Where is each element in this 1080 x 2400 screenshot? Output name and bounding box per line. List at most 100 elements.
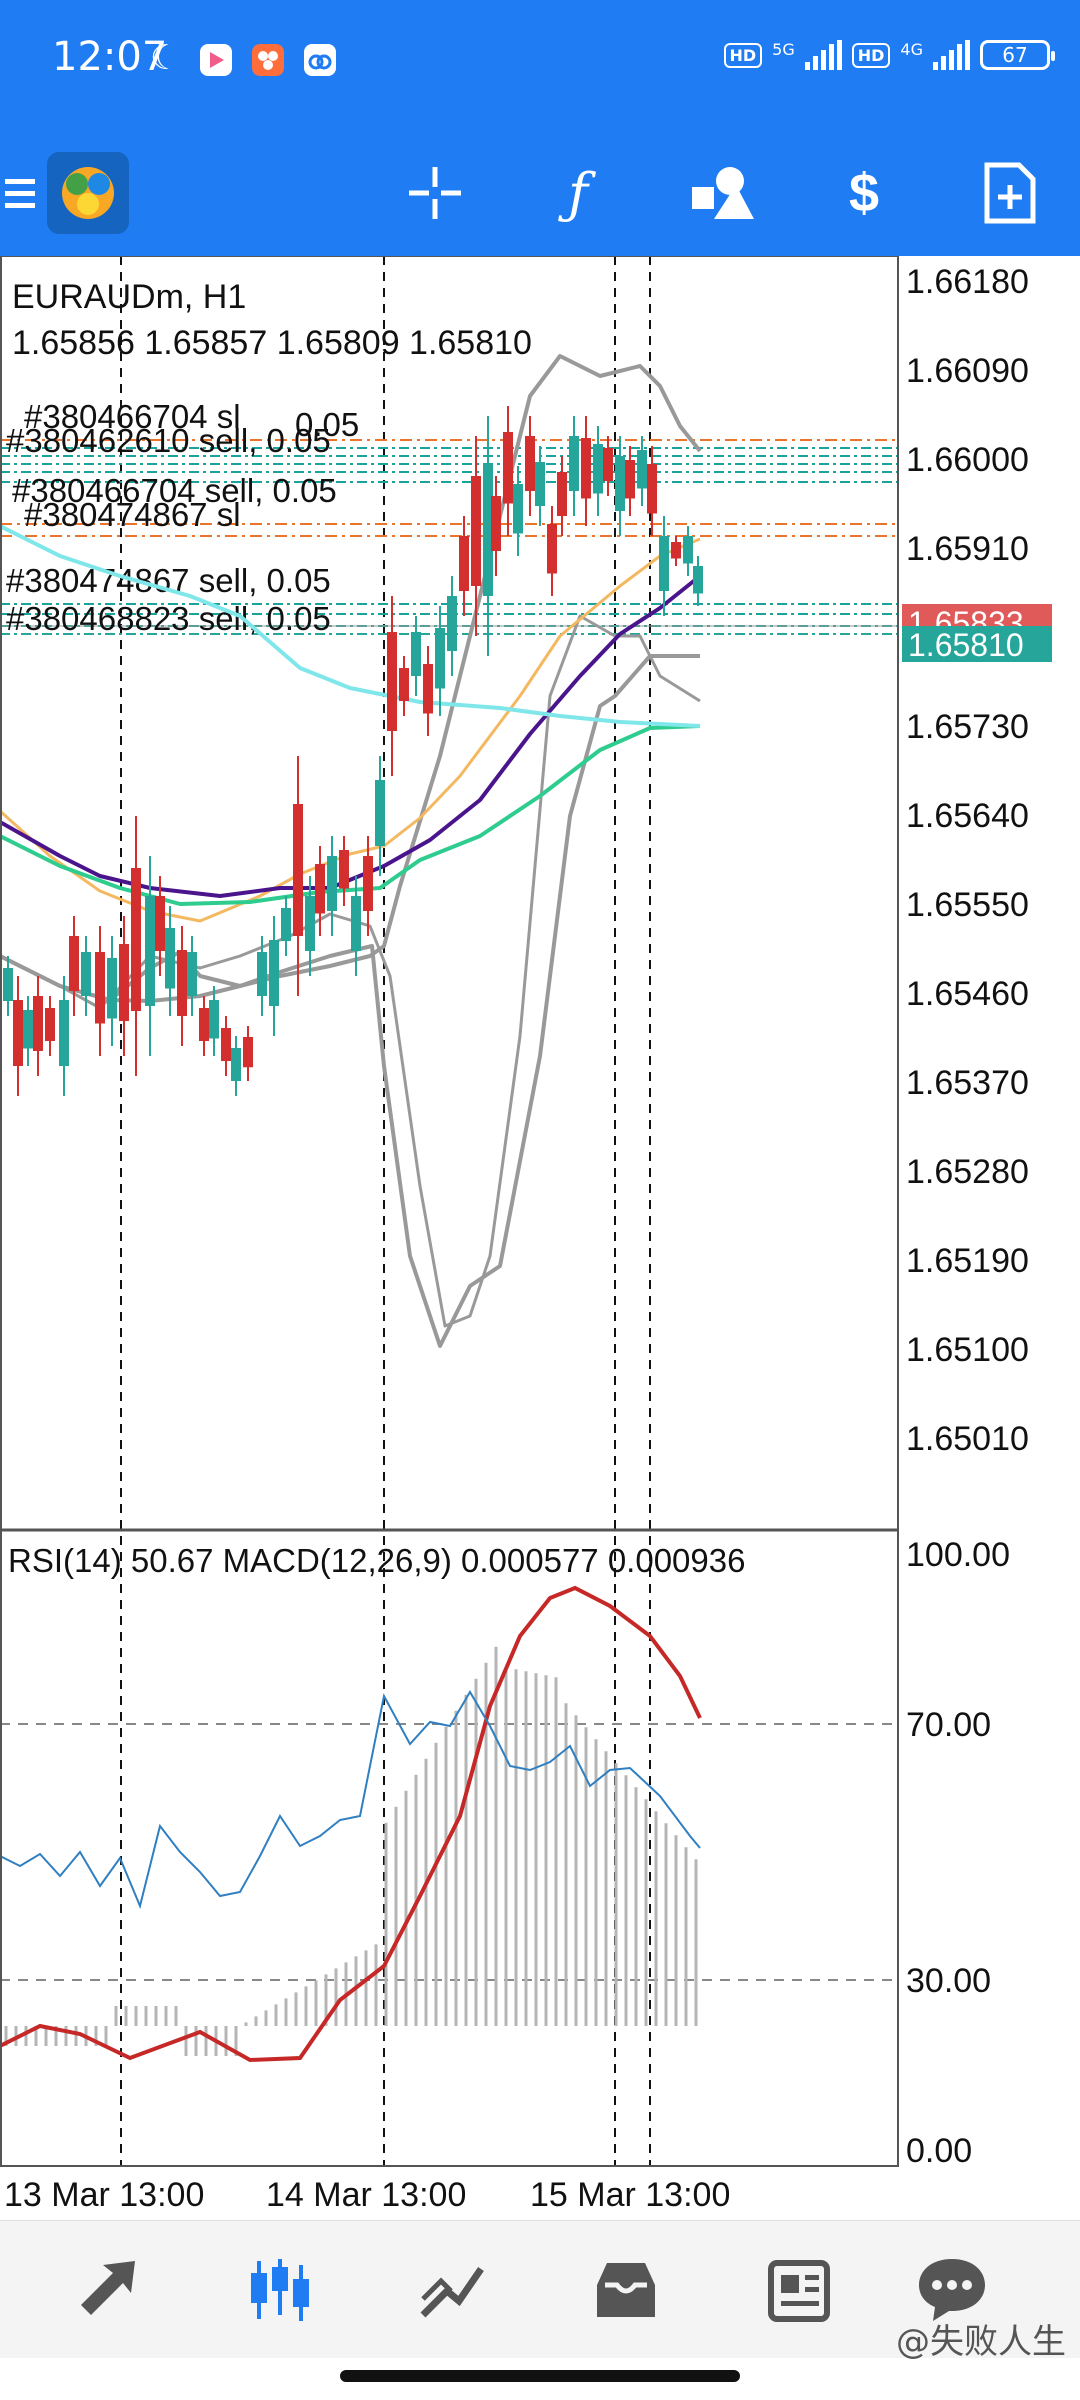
candle-body	[351, 896, 361, 951]
candle-body	[119, 944, 129, 1021]
status-bar: 12:07 ☾ HD 5G HD 4G 67	[0, 0, 1080, 130]
trade-icon[interactable]: $	[848, 163, 880, 223]
candle-body	[411, 632, 421, 676]
candle-body	[503, 432, 513, 504]
candle-body	[581, 438, 591, 499]
signal-icon-2	[933, 40, 970, 70]
chart-toolbar: ƒ $	[0, 130, 1080, 256]
chart-area[interactable]: #380466704 sl 0.05 #380462610 sell, 0.05 #3…	[0, 256, 1080, 2220]
price-chart[interactable]: #380466704 sl 0.05#380462610 sell, 0.05 #3…	[0, 256, 1080, 2220]
candle-body	[547, 524, 557, 574]
order-label: 0.05	[295, 406, 359, 443]
news-icon[interactable]	[738, 2221, 858, 2359]
price-label: 1.65370	[906, 1064, 1029, 1102]
candle-body	[525, 436, 535, 491]
candle-body	[647, 464, 657, 514]
candle-body	[399, 668, 409, 701]
function-icon[interactable]: ƒ	[568, 161, 588, 225]
last-badge-label: 1.65810	[908, 627, 1024, 663]
candle-body	[363, 856, 373, 911]
candle-body	[557, 472, 567, 516]
candle-body	[491, 496, 501, 551]
candle-body	[593, 444, 603, 494]
indicator-title: RSI(14) 50.67 MACD(12,26,9) 0.000577 0.0…	[8, 1542, 745, 1579]
order-label: #380466704 sell, 0.05	[12, 472, 337, 509]
trade-nav-icon[interactable]	[392, 2221, 512, 2359]
price-label: 1.65460	[906, 975, 1029, 1013]
chart-icon[interactable]	[220, 2221, 340, 2359]
hd-badge: HD	[723, 42, 763, 68]
app-logo[interactable]	[46, 130, 130, 256]
ma-cyan	[0, 524, 701, 728]
candle-body	[13, 1000, 23, 1066]
price-label: 1.65730	[906, 708, 1029, 746]
candle-body	[305, 896, 315, 951]
price-label: 1.65280	[906, 1153, 1029, 1191]
price-label: 1.65010	[906, 1420, 1029, 1458]
objects-icon[interactable]	[680, 130, 764, 256]
candle-body	[447, 596, 457, 651]
status-time: 12:07	[52, 34, 168, 80]
moon-icon: ☾	[150, 39, 181, 77]
candle-body	[107, 958, 117, 1019]
menu-icon[interactable]	[0, 130, 40, 256]
macd-signal-line	[0, 1585, 702, 2063]
price-label: 1.66180	[906, 263, 1029, 301]
ma-green	[0, 724, 701, 906]
ohlc-values: 1.65856 1.65857 1.65809 1.65810	[12, 324, 532, 362]
signal-icon	[804, 40, 842, 70]
time-label: 13 Mar 13:00	[4, 2176, 204, 2214]
price-label: 1.66090	[906, 352, 1029, 390]
candle-body	[231, 1048, 241, 1081]
candle-body	[269, 940, 279, 1006]
order-label: #380474867 sl	[24, 496, 241, 533]
order-label: #380474867 sell, 0.05	[6, 562, 331, 599]
new-order-icon[interactable]	[968, 130, 1052, 256]
price-label: 1.65640	[906, 797, 1029, 835]
bollinger-upper	[0, 354, 702, 1003]
candle-body	[603, 448, 613, 481]
candle-body	[131, 868, 141, 1011]
candle-body	[637, 450, 647, 489]
home-indicator[interactable]	[340, 2370, 740, 2382]
order-label: #380462610 sell, 0.05	[6, 422, 331, 459]
candle-body	[569, 436, 579, 491]
candle-body	[423, 664, 433, 714]
candle-body	[435, 628, 445, 689]
messages-icon[interactable]	[892, 2221, 1012, 2359]
video-app-icon	[200, 44, 232, 76]
candle-body	[221, 1028, 231, 1061]
candle-body	[625, 460, 635, 499]
candle-body	[471, 476, 481, 586]
candle-body	[243, 1037, 253, 1068]
candle-body	[615, 456, 625, 511]
symbol-timeframe: EURAUDm, H1	[12, 278, 246, 316]
order-label: #380468823 sell, 0.05	[6, 600, 331, 637]
candle-body	[95, 952, 105, 1024]
price-label: 1.65190	[906, 1242, 1029, 1280]
candle-body	[59, 1000, 69, 1066]
candle-body	[155, 896, 165, 951]
price-label: 1.65550	[906, 886, 1029, 924]
candle-body	[187, 952, 197, 996]
candle-body	[23, 1010, 33, 1049]
candle-body	[199, 1008, 209, 1041]
candle-body	[693, 566, 703, 594]
crosshair-icon[interactable]	[395, 130, 475, 256]
candle-body	[69, 936, 79, 991]
time-label: 14 Mar 13:00	[266, 2176, 466, 2214]
rsi-line	[0, 1690, 701, 1910]
candle-body	[3, 968, 13, 1001]
candle-body	[375, 780, 385, 846]
quotes-icon[interactable]	[48, 2221, 168, 2359]
candle-body	[671, 542, 681, 559]
candle-body	[315, 864, 325, 914]
candle-body	[535, 462, 545, 506]
hd-badge-2: HD	[851, 42, 891, 68]
candle-body	[659, 536, 669, 591]
history-icon[interactable]	[566, 2221, 686, 2359]
indicator-label: 30.00	[906, 1962, 991, 2000]
last-badge	[902, 626, 1052, 662]
candle-body	[459, 536, 469, 591]
candle-body	[209, 1000, 219, 1039]
